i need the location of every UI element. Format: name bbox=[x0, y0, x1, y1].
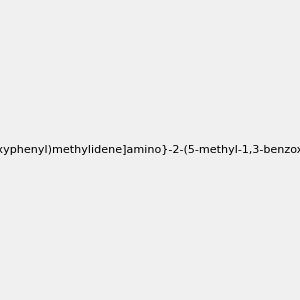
Text: 5-{[(E)-(2-hydroxyphenyl)methylidene]amino}-2-(5-methyl-1,3-benzoxazol-2-yl)phen: 5-{[(E)-(2-hydroxyphenyl)methylidene]ami… bbox=[0, 145, 300, 155]
